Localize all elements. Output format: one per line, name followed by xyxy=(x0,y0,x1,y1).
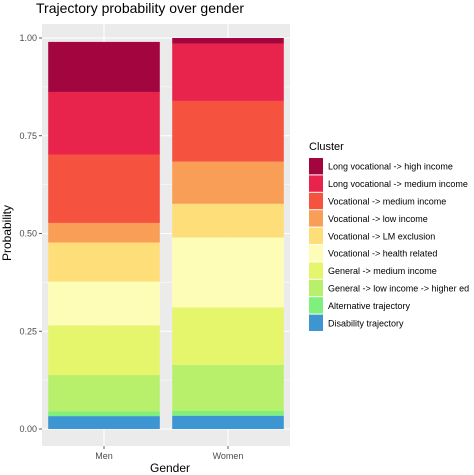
legend-key xyxy=(309,314,323,331)
bar-segment xyxy=(172,364,284,412)
legend-label: Vocational -> medium income xyxy=(328,197,446,207)
bar-segment xyxy=(48,416,160,429)
bar-segment xyxy=(172,43,284,101)
bar-segment xyxy=(172,415,284,429)
x-tick-label: Men xyxy=(95,451,113,461)
legend-label: Disability trajectory xyxy=(328,318,404,328)
legend-key xyxy=(309,262,323,279)
legend-label: Vocational -> LM exclusion xyxy=(328,231,435,241)
bars xyxy=(48,38,284,429)
legend-key xyxy=(309,297,323,314)
y-axis-title: Probability xyxy=(0,205,14,261)
legend-key xyxy=(309,192,323,210)
bar-segment xyxy=(172,38,284,44)
bar-segment xyxy=(48,242,160,282)
bar-segment xyxy=(172,203,284,238)
legend-key xyxy=(309,279,323,297)
x-tick-label: Women xyxy=(213,451,244,461)
legend-key xyxy=(309,175,323,192)
legend: Cluster Long vocational -> high income Lo… xyxy=(309,141,469,331)
legend-key xyxy=(309,210,323,227)
y-tick-label: 0.00 xyxy=(19,424,37,434)
bar-segment xyxy=(48,41,160,92)
bar-segment xyxy=(48,325,160,376)
legend-label: Alternative trajectory xyxy=(328,301,411,311)
x-axis-title: Gender xyxy=(150,461,190,475)
bar-segment xyxy=(172,161,284,204)
x-axis: Men Women xyxy=(95,446,243,461)
bar-segment xyxy=(172,307,284,365)
bar-segment xyxy=(48,154,160,223)
y-tick-label: 0.75 xyxy=(19,131,37,141)
y-tick-label: 1.00 xyxy=(19,33,37,43)
legend-label: Long vocational -> high income xyxy=(328,162,453,172)
y-tick-label: 0.25 xyxy=(19,326,37,336)
bar-segment xyxy=(172,100,284,162)
bar-segment xyxy=(48,411,160,417)
legend-key xyxy=(309,227,323,244)
legend-label: Long vocational -> medium income xyxy=(328,179,468,189)
bar-segment xyxy=(172,411,284,416)
legend-label: General -> medium income xyxy=(328,266,437,276)
legend-key xyxy=(309,245,323,262)
bar-segment xyxy=(48,281,160,326)
legend-key xyxy=(309,158,323,175)
legend-label: Vocational -> low income xyxy=(328,214,428,224)
bar-segment xyxy=(48,222,160,243)
legend-label: Vocational -> health related xyxy=(328,249,437,259)
y-axis: 0.00 0.25 0.50 0.75 1.00 xyxy=(19,33,42,434)
chart-title: Trajectory probability over gender xyxy=(36,0,244,16)
bar-segment xyxy=(48,375,160,412)
bar-segment xyxy=(48,91,160,155)
y-tick-label: 0.50 xyxy=(19,229,37,239)
bar-segment xyxy=(172,237,284,308)
legend-label: General -> low income -> higher ed xyxy=(328,284,469,294)
legend-title: Cluster xyxy=(309,141,344,153)
